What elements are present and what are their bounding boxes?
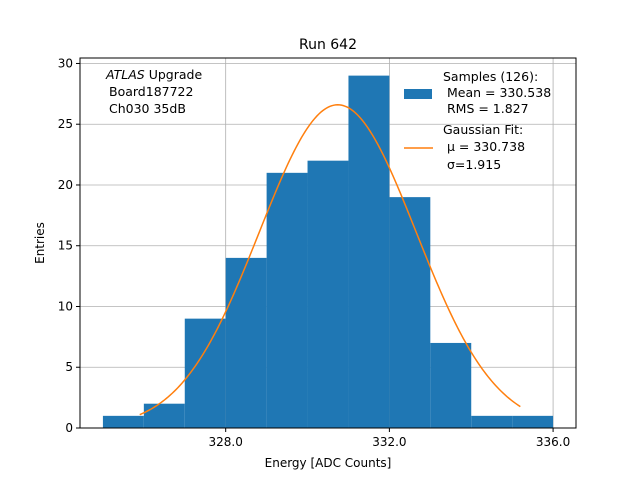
gaussian-fit-curve [139,104,521,416]
y-tick-label: 10 [58,299,73,313]
histogram-bar [512,415,554,428]
histogram-bar [184,318,226,428]
x-tick-label: 328.0 [209,435,243,449]
legend-fit-line2: μ = 330.738 [443,139,525,154]
y-tick-label: 30 [58,56,73,70]
annotation-board: Board187722 [109,84,193,99]
y-tick-label: 15 [58,239,73,253]
legend-fit-line1: Gaussian Fit: [443,122,523,137]
annotation-atlas: ATLAS [105,67,145,82]
legend-samples-line3: RMS = 1.827 [443,101,529,116]
y-axis-label: Entries [33,222,47,264]
histogram-bar [389,197,431,428]
legend-samples-line2: Mean = 330.538 [443,85,551,100]
histogram-bar [471,415,513,428]
annotation-upgrade: Upgrade [145,67,203,82]
histogram-bar [348,75,390,428]
y-tick-label: 5 [65,360,73,374]
histogram-bars [102,75,554,428]
histogram-bar [307,160,349,428]
legend: Samples (126): Mean = 330.538 RMS = 1.82… [404,69,551,172]
x-tick-label: 332.0 [372,435,406,449]
histogram-bar [102,415,144,428]
y-tick-label: 0 [65,421,73,435]
histogram-bar [430,342,472,428]
ticks: 328.0 332.0 336.0 0 5 10 15 20 25 30 [58,56,571,449]
y-tick-label: 25 [58,117,73,131]
chart-title: Run 642 [299,37,357,53]
y-tick-label: 20 [58,178,73,192]
histogram-bar [266,172,308,428]
x-axis-label: Energy [ADC Counts] [265,456,392,470]
legend-samples-line1: Samples (126): [443,69,538,84]
histogram-bar [143,403,185,428]
x-tick-label: 336.0 [536,435,570,449]
annotation-channel: Ch030 35dB [109,101,186,116]
svg-text:ATLAS Upgrade: ATLAS Upgrade [105,67,202,82]
axes-frame [79,57,577,429]
annotation: ATLAS Upgrade Board187722 Ch030 35dB [105,67,202,116]
legend-fit-line3: σ=1.915 [443,157,501,172]
legend-swatch-samples [404,89,432,99]
histogram-bar [225,257,267,428]
